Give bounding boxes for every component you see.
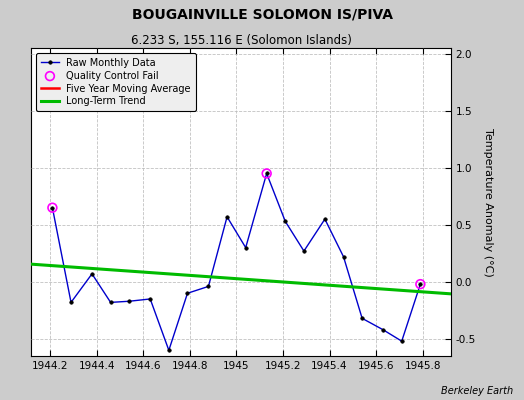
Raw Monthly Data <box>417 282 423 286</box>
Title: 6.233 S, 155.116 E (Solomon Islands): 6.233 S, 155.116 E (Solomon Islands) <box>130 34 352 47</box>
Raw Monthly Data <box>243 245 249 250</box>
Quality Control Fail <box>263 170 271 177</box>
Raw Monthly Data <box>341 254 347 259</box>
Raw Monthly Data <box>107 300 114 305</box>
Line: Raw Monthly Data: Raw Monthly Data <box>51 172 422 352</box>
Raw Monthly Data <box>49 205 56 210</box>
Raw Monthly Data <box>322 217 328 222</box>
Raw Monthly Data <box>399 339 405 344</box>
Raw Monthly Data <box>282 219 288 224</box>
Raw Monthly Data <box>359 316 365 321</box>
Quality Control Fail <box>48 204 57 211</box>
Raw Monthly Data <box>380 327 386 332</box>
Y-axis label: Temperature Anomaly (°C): Temperature Anomaly (°C) <box>483 128 493 276</box>
Raw Monthly Data <box>147 296 154 301</box>
Quality Control Fail <box>416 281 424 287</box>
Raw Monthly Data <box>184 291 191 296</box>
Raw Monthly Data <box>68 300 74 305</box>
Legend: Raw Monthly Data, Quality Control Fail, Five Year Moving Average, Long-Term Tren: Raw Monthly Data, Quality Control Fail, … <box>36 53 196 111</box>
Text: Berkeley Earth: Berkeley Earth <box>441 386 514 396</box>
Raw Monthly Data <box>126 299 133 304</box>
Raw Monthly Data <box>89 272 95 276</box>
Raw Monthly Data <box>166 348 172 353</box>
Raw Monthly Data <box>224 214 230 219</box>
Text: BOUGAINVILLE SOLOMON IS/PIVA: BOUGAINVILLE SOLOMON IS/PIVA <box>132 8 392 22</box>
Raw Monthly Data <box>264 171 270 176</box>
Raw Monthly Data <box>301 249 307 254</box>
Raw Monthly Data <box>205 284 212 289</box>
